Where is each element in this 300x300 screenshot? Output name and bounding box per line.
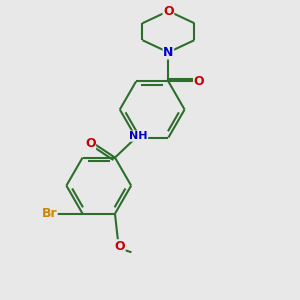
- Text: N: N: [163, 46, 174, 59]
- Text: O: O: [114, 240, 125, 253]
- Text: O: O: [163, 4, 174, 18]
- Text: NH: NH: [129, 131, 148, 141]
- Text: O: O: [85, 137, 95, 150]
- Text: O: O: [194, 75, 205, 88]
- Text: Br: Br: [41, 207, 57, 220]
